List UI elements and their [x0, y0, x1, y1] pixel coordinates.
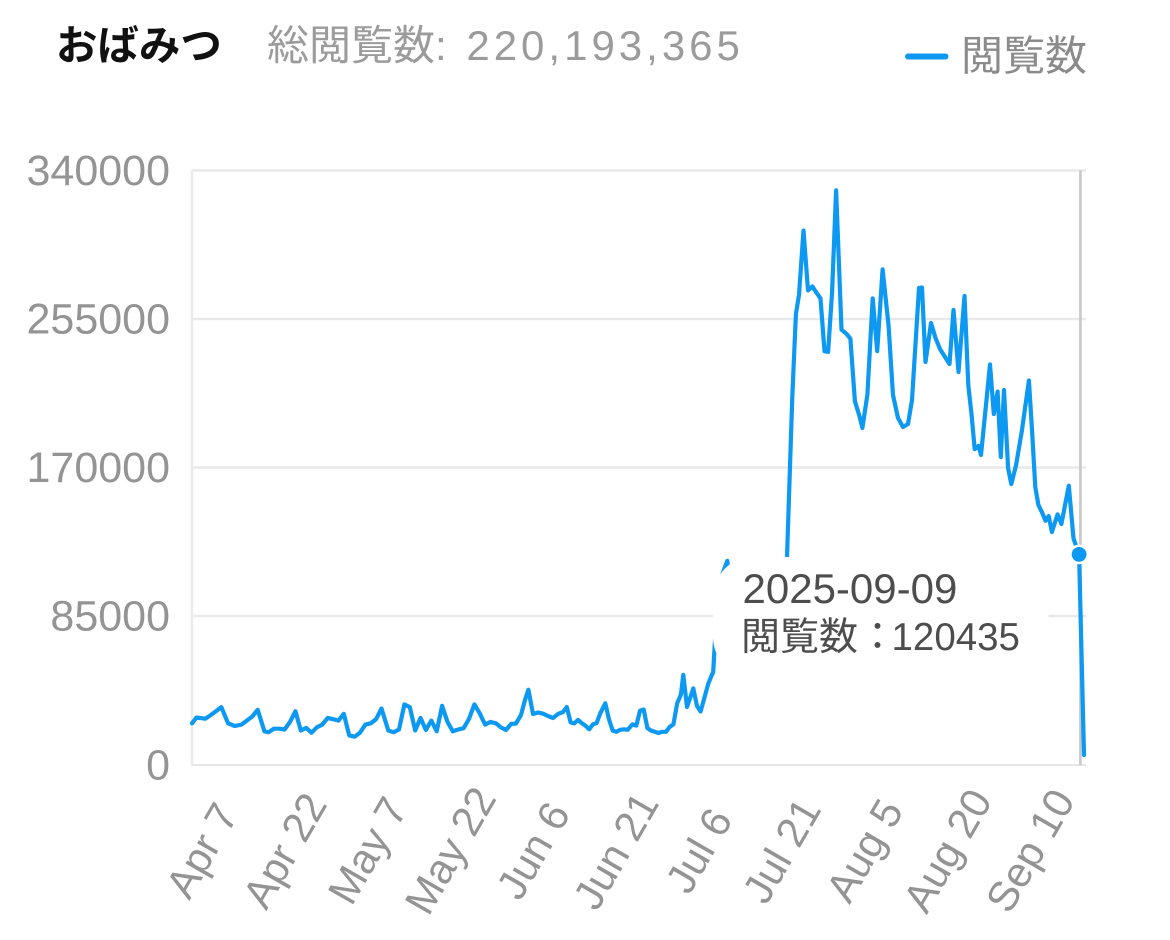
svg-text:255000: 255000 [27, 296, 171, 344]
svg-text:Apr 7: Apr 7 [156, 795, 247, 905]
svg-text:Jul 6: Jul 6 [656, 800, 741, 900]
svg-text:120435: 120435 [892, 616, 1020, 659]
svg-text:340000: 340000 [27, 147, 171, 195]
svg-text:Jul 21: Jul 21 [733, 790, 830, 911]
svg-text:170000: 170000 [27, 444, 171, 492]
svg-text:: 220,193,365: : 220,193,365 [435, 22, 744, 69]
svg-text:Jun 21: Jun 21 [564, 784, 668, 917]
svg-text:85000: 85000 [50, 593, 170, 641]
svg-text:2025-09-09: 2025-09-09 [743, 565, 958, 612]
svg-text:0: 0 [146, 742, 170, 790]
svg-text:May 22: May 22 [395, 779, 505, 922]
svg-text:Apr 22: Apr 22 [233, 785, 336, 916]
